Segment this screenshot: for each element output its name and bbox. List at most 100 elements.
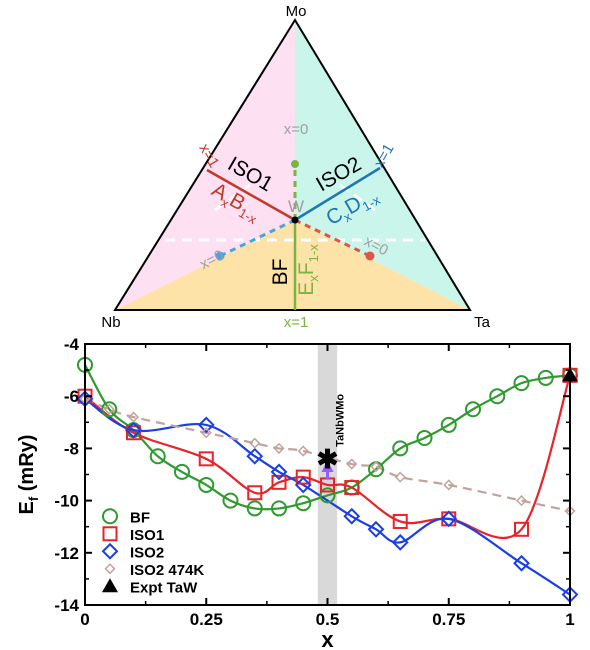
data-point-bf — [246, 500, 263, 517]
data-point-iso1 — [514, 521, 529, 537]
data-point-bf — [271, 500, 287, 517]
bf-formula-sub-x: x — [306, 275, 321, 282]
bf-x0-dot — [291, 160, 299, 168]
legend-label: Expt TaW — [130, 579, 198, 596]
data-point-iso2-474k — [394, 471, 406, 483]
y-axis-label-main: E — [16, 501, 38, 514]
bf-label: BF — [269, 259, 292, 286]
series-line-iso2 — [84, 397, 571, 596]
legend-marker — [102, 526, 118, 542]
bf-formula-sub-1x: 1-x — [306, 244, 321, 263]
data-point-iso2-474k — [273, 442, 285, 454]
legend-label: BF — [130, 509, 150, 526]
y-tick-label: -14 — [54, 596, 79, 615]
data-point-iso1 — [271, 474, 287, 490]
data-point-iso2-474k — [443, 479, 455, 491]
data-point-iso2-474k — [200, 427, 212, 439]
data-point-bf — [222, 492, 239, 509]
legend-marker — [101, 542, 119, 560]
guide-line-left — [214, 183, 251, 212]
data-point-iso2 — [197, 416, 215, 434]
formation-energy-chart: ✱ TaNbWMo 0 0.25 0.5 0.75 1 -14 -12 -10 -8 -6 -4 x… — [16, 335, 579, 650]
data-point-iso2-474k — [249, 437, 261, 449]
data-point-bf — [465, 401, 481, 418]
series-line-iso1 — [84, 374, 572, 539]
bf-formula-a: E — [295, 282, 318, 296]
legend-label: ISO2 — [130, 544, 164, 561]
iso1-solid-line — [206, 168, 296, 222]
x-tick-label: 0.25 — [190, 610, 223, 629]
y-tick-label: -10 — [54, 492, 79, 511]
y-axis-label-unit: (mRy) — [16, 435, 38, 497]
data-point-iso2 — [513, 554, 530, 572]
data-point-bf — [198, 476, 215, 493]
legend-marker — [104, 563, 116, 575]
data-point-iso1 — [344, 480, 360, 496]
iso2-dashed-line — [219, 218, 296, 258]
vertex-label-top: Mo — [286, 3, 307, 20]
data-point-iso2 — [294, 476, 312, 494]
y-tick-label: -8 — [64, 439, 79, 458]
bf-x0-label: x=0 — [284, 121, 309, 138]
series-markers — [76, 356, 579, 603]
series-line-iso2-474k — [84, 397, 571, 513]
x-axis-label: x — [321, 627, 334, 650]
y-tick-label: -12 — [54, 544, 79, 563]
data-point-bf — [149, 448, 166, 465]
data-point-iso2-474k — [515, 495, 528, 507]
vertex-label-left: Nb — [101, 314, 120, 331]
data-point-bf — [416, 429, 433, 446]
data-point-bf — [537, 369, 554, 386]
w-center-dot — [291, 216, 299, 224]
legend-label: ISO1 — [130, 527, 164, 544]
data-point-bf — [440, 416, 457, 433]
data-point-bf — [392, 440, 409, 457]
data-point-bf — [319, 487, 336, 504]
tanbwmo-label: TaNbWMo — [335, 394, 347, 447]
vertex-label-right: Ta — [474, 314, 491, 331]
iso2-x0-dot — [215, 251, 225, 261]
data-point-iso1 — [295, 469, 311, 485]
data-point-iso1 — [392, 513, 408, 529]
x-tick-label: 0.75 — [432, 610, 465, 629]
data-point-iso1 — [247, 485, 263, 501]
data-point-iso2-474k — [297, 445, 309, 457]
data-point-bf — [295, 495, 312, 512]
bf-formula-b: F — [295, 262, 318, 275]
legend-marker — [102, 508, 118, 525]
x-tick-label: 0.5 — [316, 610, 340, 629]
data-point-bf — [174, 463, 190, 480]
data-point-iso2 — [440, 510, 458, 528]
y-axis-label-sub: f — [26, 496, 41, 501]
axis-ticks: 0 0.25 0.5 0.75 1 -14 -12 -10 -8 -6 -4 — [54, 335, 574, 629]
data-point-iso2-474k — [370, 461, 382, 473]
legend-marker — [102, 578, 118, 593]
data-point-iso2-474k — [127, 411, 140, 423]
svg-text:ExF1-x: ExF1-x — [295, 244, 321, 296]
data-point-iso2 — [270, 463, 288, 481]
data-point-bf — [513, 375, 530, 392]
ternary-outline — [113, 18, 472, 311]
data-point-iso2 — [125, 421, 142, 439]
y-axis-label: Ef (mRy) — [16, 435, 41, 515]
data-point-iso2 — [367, 520, 385, 538]
data-point-iso2-474k — [103, 403, 115, 415]
data-point-iso1 — [126, 425, 141, 441]
data-point-bf — [489, 388, 506, 405]
iso2-solid-line — [294, 166, 381, 222]
legend-label: ISO2 474K — [130, 562, 204, 579]
x-tick-label: 1 — [565, 610, 574, 629]
y-tick-label: -6 — [64, 387, 79, 406]
data-point-iso2 — [343, 507, 361, 525]
tanbwmo-annotation: ✱ TaNbWMo — [317, 394, 347, 480]
data-point-bf — [101, 401, 118, 418]
iso1-x0-dot — [365, 251, 375, 261]
tanbwmo-arrowhead — [321, 460, 334, 473]
data-point-iso1 — [198, 451, 214, 467]
ternary-diagram: Mo Nb Ta x=0 x=0 x=0 x=1 x=1 x=1 ISO1 IS… — [101, 3, 490, 331]
x-tick-label: 0 — [80, 610, 89, 629]
iso1-dashed-line — [294, 218, 371, 258]
w-label: W — [288, 197, 304, 216]
